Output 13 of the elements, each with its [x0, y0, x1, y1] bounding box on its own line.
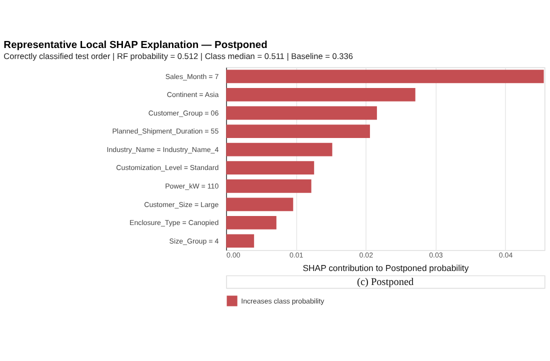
- bar: [226, 106, 377, 120]
- text: (c) Postponed: [357, 276, 414, 288]
- bar: [226, 179, 312, 193]
- bar: [226, 234, 254, 248]
- bar: [226, 124, 370, 138]
- bar: [226, 88, 416, 102]
- x-axis-title: SHAP contribution to Postponed probability: [302, 262, 470, 273]
- text: Representative Local SHAP Explanation — Postponed: [4, 40, 268, 51]
- bar: [226, 216, 276, 230]
- bar: [226, 161, 314, 175]
- bar: [226, 142, 332, 156]
- bar: [226, 70, 544, 84]
- bar: [226, 198, 294, 212]
